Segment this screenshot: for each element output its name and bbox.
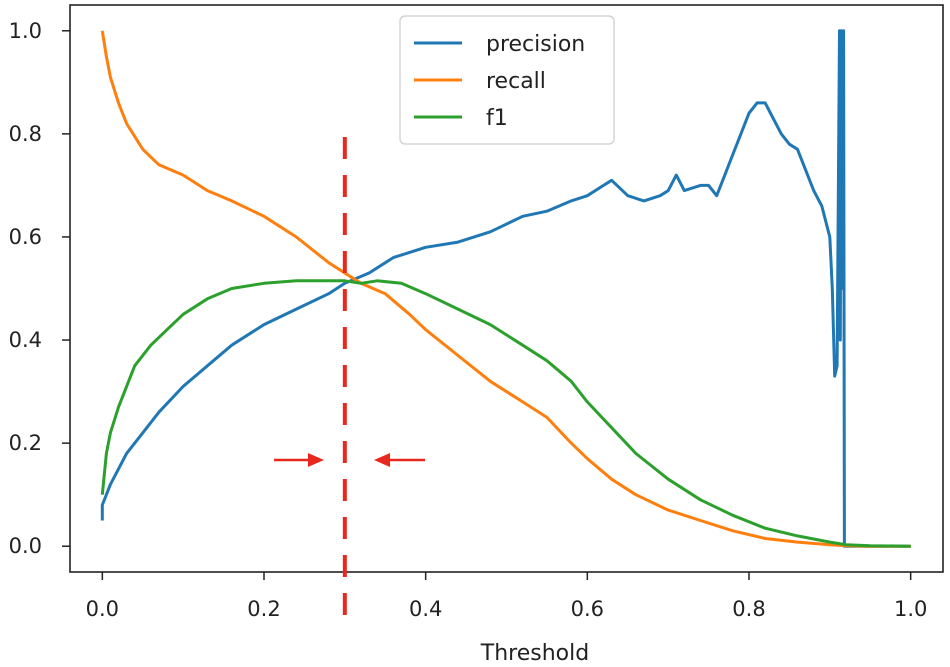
legend: precision recall f1 <box>399 15 615 145</box>
y-tick-label: 0.0 <box>9 534 42 558</box>
legend-box <box>399 15 615 145</box>
y-tick-label: 0.6 <box>9 225 42 249</box>
y-tick-label: 0.8 <box>9 122 42 146</box>
x-tick-label: 0.0 <box>86 597 119 621</box>
annotations <box>274 137 425 630</box>
series-line-precision <box>100 29 911 548</box>
right-arrow-head <box>374 453 390 467</box>
x-tick-label: 1.0 <box>894 597 927 621</box>
legend-label-recall: recall <box>486 69 546 94</box>
y-tick-label: 1.0 <box>9 19 42 43</box>
axes-frame <box>69 4 944 573</box>
x-tick-label: 0.8 <box>732 597 765 621</box>
x-tick-label: 0.2 <box>247 597 280 621</box>
series-line-recall <box>100 30 911 548</box>
series-line-f1 <box>100 279 911 548</box>
legend-label-precision: precision <box>486 32 585 57</box>
axes: 0.0 0.2 0.4 0.6 0.8 1.0 0.0 0.2 0.4 0.6 0.8 1.0 <box>9 4 944 621</box>
x-tick-label: 0.6 <box>571 597 604 621</box>
x-axis-label: Threshold <box>480 641 589 666</box>
legend-label-f1: f1 <box>486 106 508 131</box>
x-tick-label: 0.4 <box>409 597 442 621</box>
plot-area <box>100 29 911 548</box>
left-arrow-head <box>308 453 324 467</box>
y-tick-label: 0.2 <box>9 431 42 455</box>
y-tick-label: 0.4 <box>9 328 42 352</box>
